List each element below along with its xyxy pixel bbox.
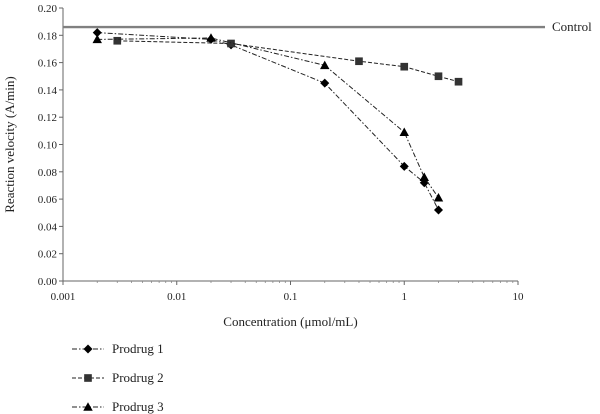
y-tick-label: 0.16 <box>38 58 58 70</box>
legend-item: Prodrug 1 <box>72 341 164 356</box>
series-line <box>97 37 439 198</box>
x-axis-title: Concentration (μmol/mL) <box>223 314 357 329</box>
control-line-group: Control <box>63 19 592 34</box>
data-point <box>433 193 444 202</box>
legend-item: Prodrug 3 <box>72 399 164 414</box>
data-point <box>206 33 216 42</box>
series-line <box>117 40 459 83</box>
series-3 <box>92 33 444 202</box>
y-tick-label: 0.10 <box>38 140 58 152</box>
y-tick-label: 0.00 <box>38 276 58 288</box>
data-point <box>320 78 330 88</box>
legend: Prodrug 1 Prodrug 2 Prodrug 3 <box>72 341 164 414</box>
y-tick-label: 0.02 <box>38 249 57 261</box>
data-point <box>433 205 443 215</box>
data-point <box>92 34 102 44</box>
legend-marker <box>84 374 92 382</box>
legend-marker <box>83 402 93 411</box>
data-point <box>320 60 330 70</box>
axes: 0.00 0.02 0.04 0.06 0.08 0.10 0.12 0.14 0.16 0.18… <box>38 3 524 303</box>
data-point <box>454 77 463 86</box>
y-tick-label: 0.18 <box>38 30 58 42</box>
x-tick-label: 1 <box>402 291 408 303</box>
x-tick-label: 0.1 <box>284 291 298 303</box>
legend-label: Prodrug 1 <box>112 341 164 356</box>
y-tick-label: 0.06 <box>38 194 58 206</box>
y-tick-label: 0.12 <box>38 112 57 124</box>
series-1 <box>92 28 443 215</box>
legend-item: Prodrug 2 <box>72 370 164 385</box>
y-tick-label: 0.08 <box>38 167 58 179</box>
y-tick-label: 0.04 <box>38 221 58 233</box>
series-group <box>92 28 463 215</box>
legend-marker <box>83 344 93 354</box>
series-line <box>97 32 439 211</box>
legend-label: Prodrug 3 <box>112 399 164 414</box>
control-label: Control <box>552 19 592 34</box>
data-point <box>355 57 363 66</box>
y-tick-label: 0.14 <box>38 85 58 97</box>
x-tick-label: 0.001 <box>51 291 76 303</box>
data-point <box>419 172 430 182</box>
legend-label: Prodrug 2 <box>112 370 164 385</box>
data-point <box>399 161 409 171</box>
data-point <box>399 127 409 136</box>
data-point <box>434 72 443 81</box>
x-tick-label: 10 <box>513 291 525 303</box>
y-axis-title: Reaction velocity (A/min) <box>2 76 17 212</box>
data-point <box>92 28 102 38</box>
data-point <box>400 62 409 71</box>
data-point <box>227 39 235 48</box>
x-tick-label: 0.01 <box>167 291 186 303</box>
series-2 <box>113 36 463 86</box>
data-point <box>113 36 122 45</box>
y-tick-label: 0.20 <box>38 3 58 15</box>
